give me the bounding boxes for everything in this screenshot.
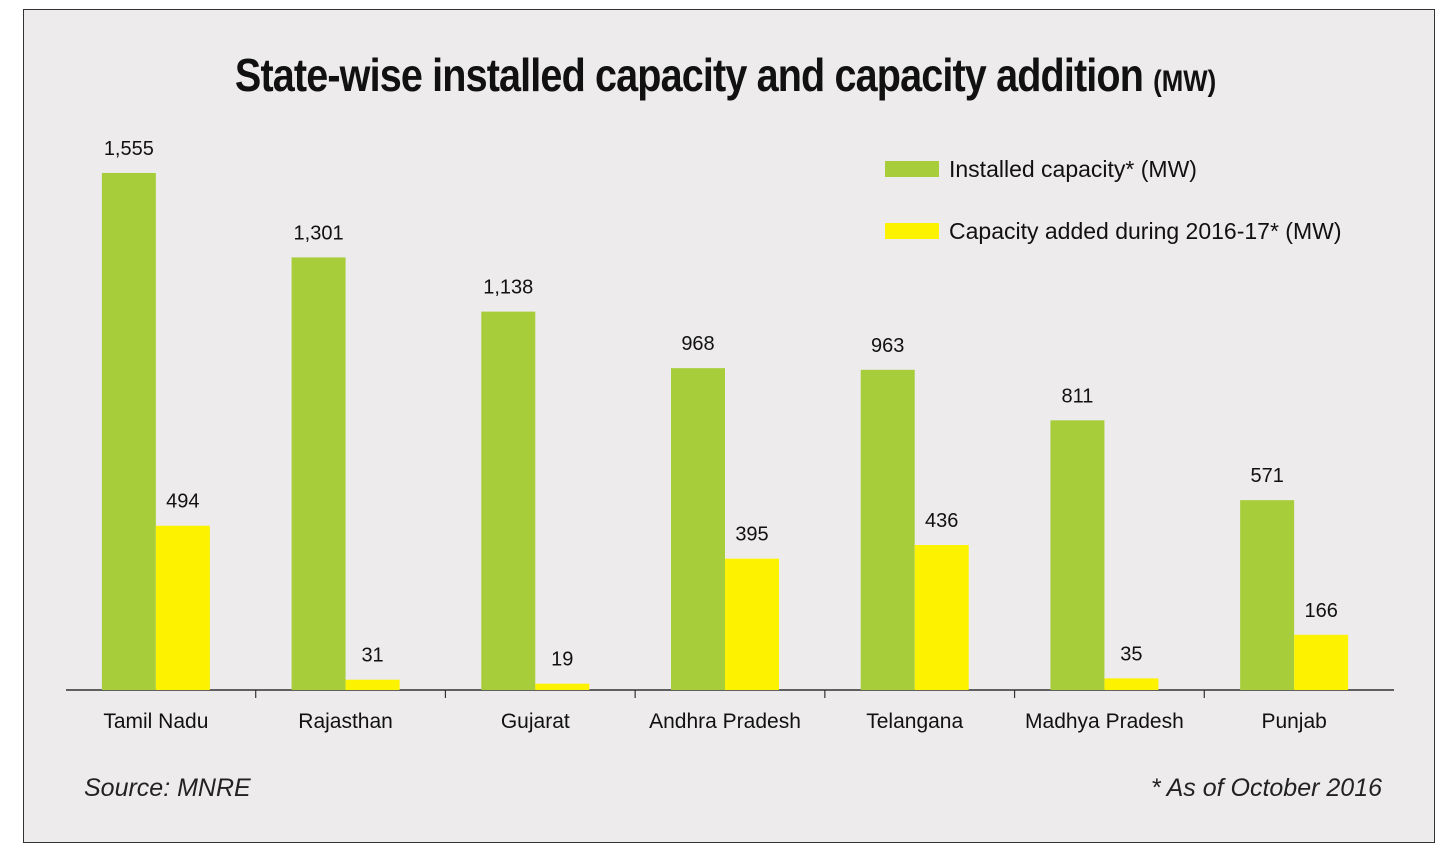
legend-label: Installed capacity* (MW) xyxy=(949,156,1197,182)
x-tick-label-tamil-nadu: Tamil Nadu xyxy=(103,710,208,733)
bar-installed-capacity-mw-rajasthan xyxy=(291,257,346,690)
data-label: 968 xyxy=(681,333,714,355)
data-label: 395 xyxy=(735,524,768,546)
x-tick-label-rajasthan: Rajasthan xyxy=(298,710,393,733)
bar-capacity-added-during-2016-17-mw-telangana xyxy=(914,545,969,690)
data-label: 166 xyxy=(1304,600,1337,622)
source-note: Source: MNRE xyxy=(84,774,251,802)
data-label: 35 xyxy=(1120,643,1142,665)
bar-installed-capacity-mw-gujarat xyxy=(481,311,536,690)
chart-title-text: State-wise installed capacity and capaci… xyxy=(234,49,1144,101)
data-label: 1,555 xyxy=(104,138,154,160)
data-label: 811 xyxy=(1061,385,1093,407)
x-tick-label-telangana: Telangana xyxy=(866,710,963,733)
bar-installed-capacity-mw-telangana xyxy=(860,369,915,690)
chart-title-unit: (MW) xyxy=(1153,65,1217,98)
bar-installed-capacity-mw-punjab xyxy=(1240,500,1295,690)
x-tick-label-andhra-pradesh: Andhra Pradesh xyxy=(649,710,801,733)
bar-capacity-added-during-2016-17-mw-rajasthan xyxy=(345,679,400,690)
data-label: 19 xyxy=(551,649,573,671)
bar-installed-capacity-mw-andhra-pradesh xyxy=(671,368,725,690)
bar-capacity-added-during-2016-17-mw-gujarat xyxy=(535,683,590,690)
bar-installed-capacity-mw-madhya-pradesh xyxy=(1050,420,1105,690)
legend-swatch-capacity-added-during-2016-17-mw xyxy=(885,223,939,239)
data-label: 494 xyxy=(166,491,199,513)
x-tick-label-punjab: Punjab xyxy=(1261,710,1326,733)
bar-capacity-added-during-2016-17-mw-punjab xyxy=(1294,634,1349,690)
chart-title: State-wise installed capacity and capaci… xyxy=(102,48,1349,102)
bar-capacity-added-during-2016-17-mw-madhya-pradesh xyxy=(1104,678,1159,690)
bar-capacity-added-during-2016-17-mw-andhra-pradesh xyxy=(725,558,779,690)
data-label: 1,138 xyxy=(483,277,533,299)
x-tick-label-gujarat: Gujarat xyxy=(501,710,570,733)
data-label: 436 xyxy=(925,510,958,532)
data-label: 963 xyxy=(871,335,904,357)
bar-capacity-added-during-2016-17-mw-tamil-nadu xyxy=(155,525,210,690)
x-tick-label-madhya-pradesh: Madhya Pradesh xyxy=(1025,710,1184,733)
footnote: * As of October 2016 xyxy=(1150,774,1382,802)
legend-swatch-installed-capacity-mw xyxy=(885,161,939,177)
legend-label: Capacity added during 2016-17* (MW) xyxy=(949,218,1341,244)
data-label: 31 xyxy=(361,645,383,667)
data-label: 1,301 xyxy=(294,222,344,244)
bar-installed-capacity-mw-tamil-nadu xyxy=(101,172,156,690)
chart-frame xyxy=(23,9,1435,843)
data-label: 571 xyxy=(1250,465,1283,487)
